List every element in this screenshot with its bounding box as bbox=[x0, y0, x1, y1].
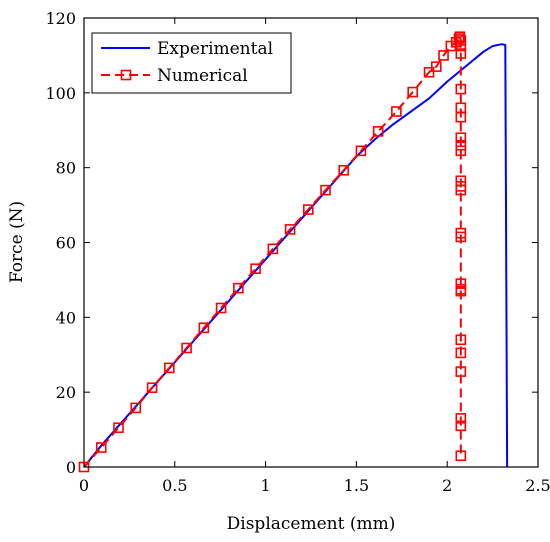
data-point-numerical bbox=[438, 50, 449, 61]
data-point-numerical bbox=[455, 420, 467, 432]
legend-marker-numerical bbox=[120, 69, 132, 81]
x-tick-label: 2 bbox=[442, 476, 452, 495]
data-point-numerical bbox=[455, 145, 467, 157]
y-tick-label: 0 bbox=[66, 458, 76, 477]
y-axis-label: Force (N) bbox=[7, 201, 27, 283]
data-point-numerical bbox=[455, 231, 467, 243]
data-point-numerical bbox=[430, 61, 442, 72]
y-tick-label: 20 bbox=[56, 383, 76, 402]
y-tick-label: 40 bbox=[56, 308, 76, 327]
data-point-numerical bbox=[250, 263, 261, 274]
data-point-numerical bbox=[407, 86, 419, 98]
y-tick-label: 80 bbox=[56, 159, 76, 178]
data-point-numerical bbox=[455, 347, 467, 359]
data-point-numerical bbox=[455, 35, 467, 46]
data-point-numerical bbox=[455, 334, 467, 346]
data-point-numerical bbox=[372, 126, 384, 137]
data-point-numerical bbox=[455, 184, 467, 196]
data-point-numerical bbox=[164, 362, 175, 374]
data-point-numerical bbox=[455, 132, 467, 144]
data-point-numerical bbox=[338, 164, 349, 176]
data-point-numerical bbox=[455, 40, 467, 52]
x-tick-label: 1 bbox=[261, 476, 271, 495]
data-point-numerical bbox=[233, 282, 244, 294]
legend-box bbox=[91, 32, 292, 94]
x-tick-label: 0.5 bbox=[162, 476, 187, 495]
data-point-numerical bbox=[455, 278, 467, 289]
x-tick-label: 0 bbox=[79, 476, 89, 495]
data-point-numerical bbox=[284, 224, 296, 235]
y-tick-label: 100 bbox=[45, 84, 76, 103]
ticks-layer: 0 0.5 1 1.5 2 2.5 0 20 40 60 80 100 120 bbox=[45, 9, 550, 495]
data-point-numerical bbox=[198, 322, 210, 334]
data-point-numerical bbox=[455, 139, 467, 151]
data-point-numerical bbox=[113, 422, 124, 434]
legend-label-numerical: Numerical bbox=[157, 66, 248, 86]
y-tick-label: 120 bbox=[45, 9, 76, 28]
data-point-numerical bbox=[267, 243, 279, 255]
data-point-numerical bbox=[455, 83, 467, 95]
data-point-numerical bbox=[455, 48, 467, 59]
data-point-numerical bbox=[423, 66, 435, 78]
data-point-numerical bbox=[455, 413, 467, 424]
x-tick-label: 2.5 bbox=[525, 476, 550, 495]
x-axis-label: Displacement (mm) bbox=[227, 514, 396, 534]
data-point-numerical bbox=[130, 402, 142, 414]
data-point-numerical bbox=[95, 442, 107, 453]
data-point-numerical bbox=[455, 111, 467, 123]
data-point-numerical bbox=[181, 342, 192, 354]
data-point-numerical bbox=[320, 184, 331, 196]
data-point-numerical bbox=[355, 145, 367, 157]
data-point-numerical bbox=[455, 450, 467, 462]
y-tick-label: 60 bbox=[56, 234, 76, 253]
data-point-numerical bbox=[391, 106, 402, 117]
data-point-numerical bbox=[455, 285, 467, 297]
legend-label-experimental: Experimental bbox=[157, 39, 273, 59]
series-layer bbox=[78, 31, 509, 473]
data-point-numerical bbox=[302, 204, 314, 215]
legend: Experimental Numerical bbox=[91, 32, 292, 94]
data-point-numerical bbox=[215, 302, 227, 314]
data-point-numerical bbox=[455, 366, 467, 377]
data-point-numerical bbox=[453, 33, 465, 44]
data-point-numerical bbox=[146, 382, 158, 393]
x-tick-label: 1.5 bbox=[344, 476, 369, 495]
